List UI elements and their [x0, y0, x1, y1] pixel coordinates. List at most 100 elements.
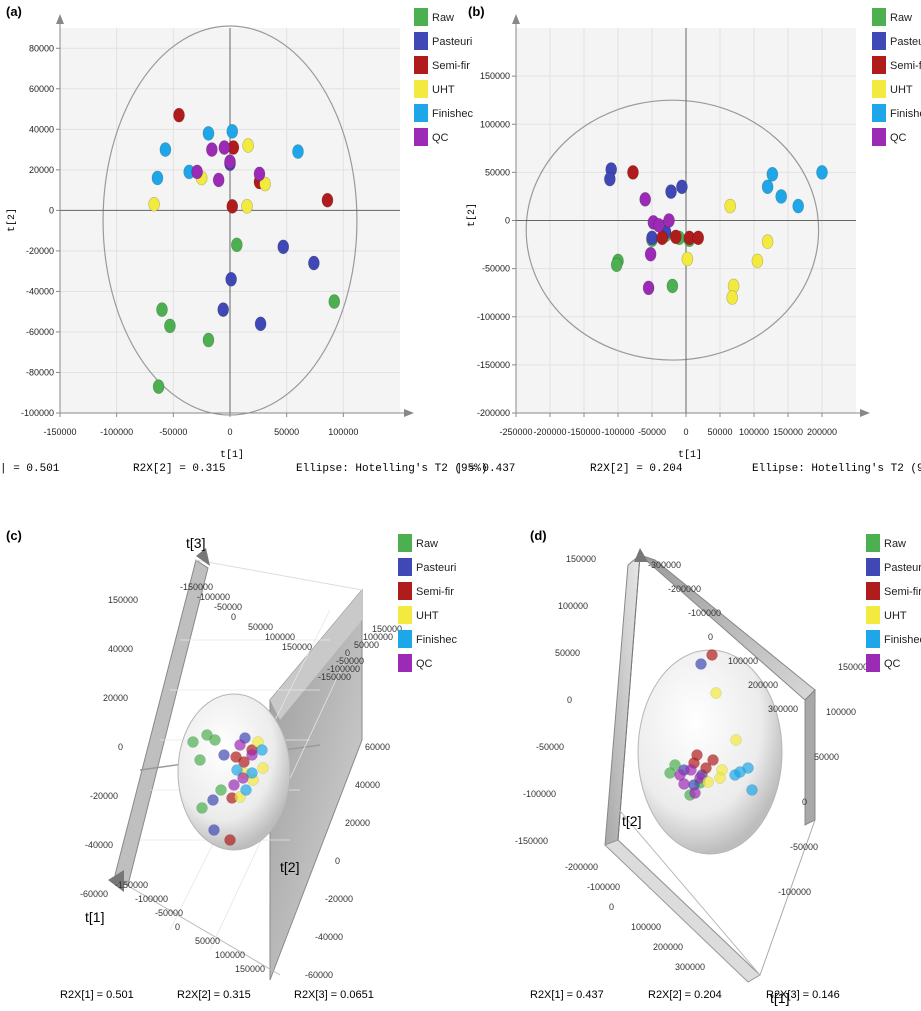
y-tick-label: -100000 — [21, 408, 54, 418]
axes-a — [56, 14, 414, 417]
t3-axis-label-c: t[3] — [186, 535, 205, 551]
vertical-tick-label-c: -20000 — [90, 791, 118, 801]
point-qc — [206, 142, 218, 157]
left-tick-label-d: -50000 — [536, 742, 564, 752]
x-tick-label: 50000 — [707, 427, 732, 437]
point-semi — [321, 192, 334, 208]
right-tick-label-c: 100000 — [363, 632, 393, 642]
3d-edge-d-4 — [614, 804, 761, 976]
point-semi — [707, 754, 719, 766]
legend-label-finished: Finishec — [884, 634, 921, 646]
legend-label-qc: QC — [884, 658, 901, 670]
point-uht — [681, 251, 694, 267]
ticks-a: -150000 -100000 -50000 0 50000 100000 -100000 -… — [21, 43, 358, 437]
footer-a-2: R2X[2] = 0.315 — [133, 463, 225, 475]
wall-tick-label-c: -40000 — [315, 932, 343, 942]
point-raw — [209, 734, 221, 746]
bottom-tick-label-d: 300000 — [675, 962, 705, 972]
legend-swatch-finished — [866, 630, 880, 648]
footer-b-3: Ellipse: Hotelling's T2 (95%) — [752, 463, 921, 475]
top-tick-label-c: 100000 — [265, 632, 295, 642]
point-semi — [692, 230, 705, 246]
point-raw — [215, 784, 227, 796]
3d-wall-top-c — [270, 590, 362, 720]
point-finished — [240, 784, 252, 796]
y-tick-label: 20000 — [29, 165, 54, 175]
footer-b-1: | = 0.437 — [456, 463, 515, 475]
3d-left-wall-d — [604, 553, 641, 846]
x-tick-label: -100000 — [100, 427, 133, 437]
legend-swatch-finished — [872, 104, 886, 122]
point-pasteurized — [277, 239, 290, 255]
point-pasteurized — [646, 230, 658, 246]
point-semi — [224, 834, 236, 846]
top-tick-label-c: 50000 — [248, 622, 273, 632]
panel-c: (c) 15000040000200000-20000-40000-60000-… — [6, 528, 457, 1001]
left-tick-label-d: 50000 — [555, 648, 580, 658]
top-tick-label-c: -150000 — [180, 582, 213, 592]
point-pasteurized — [308, 255, 320, 271]
x-tick-label: 150000 — [773, 427, 803, 437]
point-pasteurized — [676, 179, 688, 195]
x-tick-label: -250000 — [499, 427, 532, 437]
point-qc — [237, 772, 249, 784]
x-tick-label: -150000 — [567, 427, 600, 437]
legend-label-finished: Finishec — [432, 108, 473, 120]
arrowhead-d-top — [634, 548, 648, 562]
point-finished — [734, 766, 746, 778]
point-uht — [761, 234, 774, 249]
y-tick-label: 50000 — [485, 167, 510, 177]
x-tick-label: -50000 — [159, 427, 187, 437]
vertical-tick-label-c: 0 — [118, 742, 123, 752]
right-tick-label-c: -50000 — [336, 656, 364, 666]
top-tick-label-d: 0 — [708, 632, 713, 642]
right-tick-label-d: 0 — [802, 797, 807, 807]
point-pasteurized — [217, 302, 229, 317]
point-finished — [792, 198, 805, 214]
x-tick-label: -150000 — [43, 427, 76, 437]
legend-swatch-semi — [872, 56, 886, 74]
point-finished — [816, 165, 828, 180]
3d-edge-d-2 — [617, 839, 761, 976]
y-tick-label: -80000 — [26, 367, 54, 377]
top-tick-label-c: 150000 — [282, 642, 312, 652]
bottom-tick-label-c: -50000 — [155, 908, 183, 918]
point-uht — [710, 687, 722, 699]
x-axis-label-a: t[1] — [220, 449, 244, 461]
legend-label-uht: UHT — [890, 84, 913, 96]
3d-edge-d-3 — [759, 819, 816, 976]
3d-floor-edge-c — [117, 879, 281, 976]
point-finished — [202, 126, 215, 141]
legend-swatch-semi — [398, 582, 412, 600]
legend-swatch-uht — [414, 80, 428, 98]
panel-b-label: (b) — [468, 4, 485, 19]
legend-label-qc: QC — [416, 658, 433, 670]
t1-axis-label-c: t[1] — [85, 909, 104, 925]
point-semi — [669, 229, 682, 245]
x-tick-label: -100000 — [601, 427, 634, 437]
point-qc — [212, 172, 225, 188]
legend-d: Raw Pasteuri Semi-fir UHT Finishec QC — [866, 534, 921, 672]
point-raw — [196, 802, 208, 814]
point-semi — [173, 107, 185, 123]
legend-swatch-qc — [866, 654, 880, 672]
point-finished — [256, 744, 268, 756]
y-tick-label: -200000 — [477, 408, 510, 418]
y-tick-label: 150000 — [480, 71, 510, 81]
bottom-tick-label-c: -100000 — [135, 894, 168, 904]
y-axis-label-b: t[2] — [466, 203, 478, 227]
legend-swatch-uht — [398, 606, 412, 624]
point-qc — [218, 140, 231, 155]
right-tick-label-d: -50000 — [790, 842, 818, 852]
panel-a-label: (a) — [6, 4, 22, 19]
point-finished — [159, 142, 172, 157]
point-uht — [702, 776, 714, 788]
point-raw — [328, 294, 341, 309]
x-tick-label: 100000 — [328, 427, 358, 437]
bottom-tick-label-c: 0 — [175, 922, 180, 932]
point-uht — [241, 199, 253, 214]
right-tick-label-c: 150000 — [372, 624, 402, 634]
point-uht — [259, 176, 271, 192]
x-tick-label: 100000 — [739, 427, 769, 437]
bottom-tick-label-d: -200000 — [565, 862, 598, 872]
